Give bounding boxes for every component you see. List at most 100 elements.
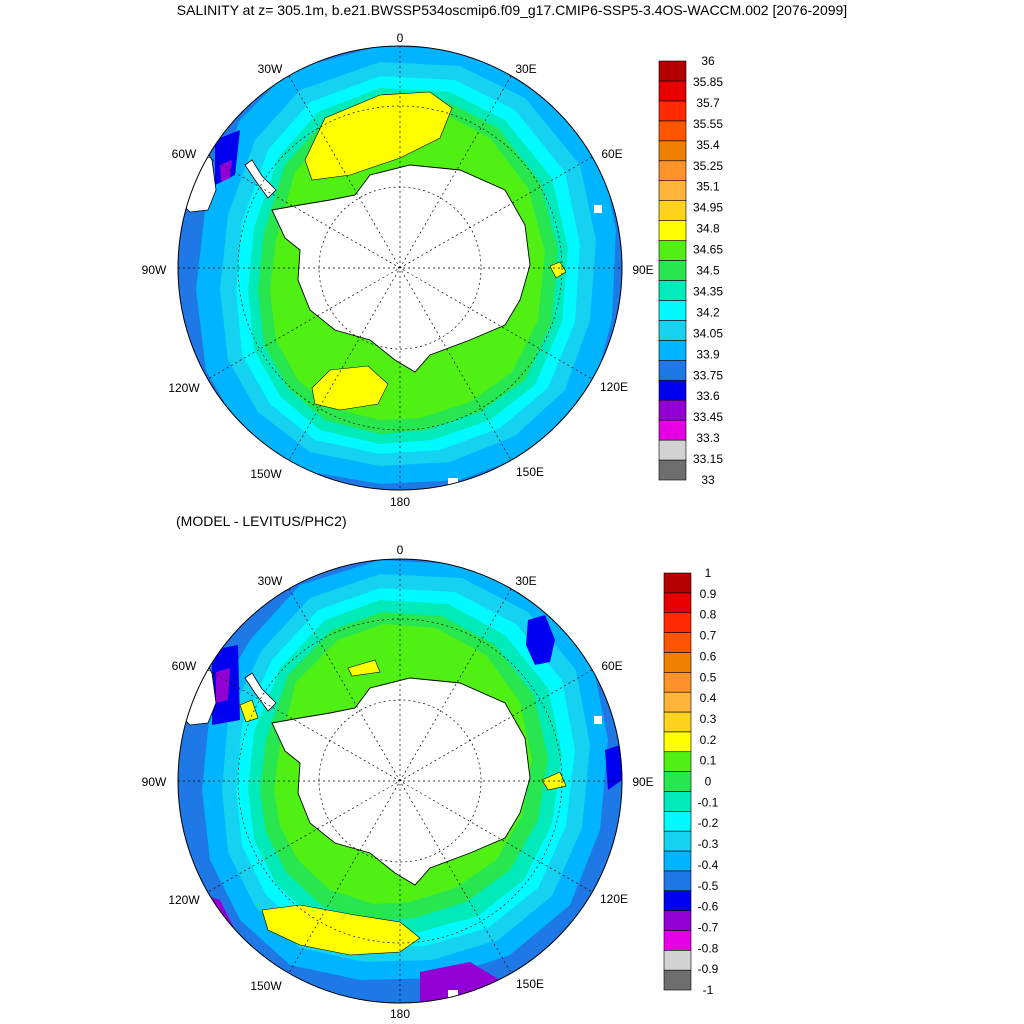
yellow-patch-weddell	[304, 91, 453, 181]
peninsula-land	[244, 159, 277, 199]
fresh-core-west	[216, 668, 230, 703]
colorbar-bin	[658, 320, 687, 341]
colorbar-label: -0.9	[698, 962, 719, 976]
colorbar-label: 0.1	[700, 754, 717, 768]
difference-colorbar: 1 0.9 0.8 0.7 0.6 0.5 0.4 0.3 0.2 0.1 0 -0.1 -0.2 -0.…	[663, 566, 719, 997]
colorbar-label: 0.2	[700, 733, 717, 747]
colorbar-label: 34.65	[693, 243, 723, 257]
difference-map-border	[177, 558, 623, 1004]
colorbar-bin	[658, 160, 687, 182]
colorbar-bin	[658, 340, 687, 361]
main-title: SALINITY at z= 305.1m, b.e21.BWSSP534osc…	[176, 2, 848, 18]
island-south	[448, 990, 458, 998]
colorbar-bin	[663, 691, 692, 713]
lon-label-0: 0	[397, 31, 404, 45]
colorbar-label: 35.1	[696, 180, 720, 194]
island-south	[448, 478, 458, 486]
colorbar-label: 0.4	[700, 691, 717, 705]
yellow-patch-weddell	[347, 659, 381, 677]
colorbar-bin	[658, 80, 687, 102]
colorbar-label: 0	[705, 775, 712, 789]
colorbar-label: 0.9	[700, 587, 717, 601]
colorbar-label: 33	[701, 473, 715, 487]
colorbar-bin	[663, 910, 692, 931]
yellow-patch-ross	[261, 904, 421, 956]
colorbar-bin	[658, 180, 687, 201]
colorbar-bin	[658, 60, 687, 82]
difference-map: 0 30E 60E 90E 120E 150E 180 150W 120W 90…	[142, 543, 719, 1021]
lon-label-90w: 90W	[142, 263, 167, 277]
colorbar-label: 35.7	[696, 96, 720, 110]
colorbar-bin	[658, 240, 687, 261]
colorbar-bin	[663, 870, 692, 892]
peninsula-land	[244, 672, 277, 712]
colorbar-bin	[658, 100, 687, 122]
colorbar-bin	[663, 731, 692, 753]
colorbar-label: 33.45	[693, 410, 723, 424]
colorbar-bin	[658, 459, 687, 481]
colorbar-label: -1	[703, 983, 714, 997]
colorbar-label: 34.05	[693, 326, 723, 340]
colorbar-bin	[663, 711, 692, 733]
colorbar-label: -0.4	[698, 858, 719, 872]
colorbar-bin	[663, 771, 692, 792]
difference-graticule	[178, 559, 622, 1003]
lon-label-0: 0	[397, 543, 404, 557]
colorbar-label: 35.55	[693, 117, 723, 131]
lon-label-90e: 90E	[632, 775, 653, 789]
colorbar-label: 34.35	[693, 284, 723, 298]
colorbar-label: 34.95	[693, 201, 723, 215]
fresh-patch-90e	[605, 745, 622, 790]
lon-label-30e: 30E	[515, 62, 536, 76]
colorbar-label: -0.8	[698, 941, 719, 955]
yellow-patch-ross	[311, 365, 389, 411]
colorbar-label: 0.6	[700, 649, 717, 663]
lon-label-90e: 90E	[632, 263, 653, 277]
colorbar-bin	[658, 220, 687, 241]
colorbar-label: -0.6	[698, 900, 719, 914]
lon-label-150w: 150W	[250, 467, 282, 481]
colorbar-bin	[658, 439, 687, 461]
colorbar-label: 33.75	[693, 368, 723, 382]
island-east	[594, 205, 602, 213]
colorbar-bin	[663, 969, 692, 991]
colorbar-bin	[663, 850, 692, 872]
colorbar-bin	[663, 572, 692, 594]
colorbar-bin	[663, 751, 692, 772]
colorbar-label: -0.1	[698, 795, 719, 809]
colorbar-label: 0.3	[700, 712, 717, 726]
lon-label-30w: 30W	[258, 62, 283, 76]
colorbar-bin	[658, 280, 687, 301]
colorbar-bin	[658, 120, 687, 142]
lon-label-150e: 150E	[516, 465, 544, 479]
lon-label-180: 180	[390, 495, 410, 509]
colorbar-label: 34.8	[696, 222, 720, 236]
fresh-core	[220, 160, 232, 182]
difference-subtitle: (MODEL - LEVITUS/PHC2)	[176, 513, 347, 529]
lon-label-30e: 30E	[515, 574, 536, 588]
colorbar-bin	[663, 890, 692, 911]
lon-label-30w: 30W	[258, 574, 283, 588]
colorbar-label: 1	[705, 566, 712, 580]
colorbar-bin	[658, 399, 687, 421]
colorbar-bin	[658, 419, 687, 441]
lon-label-60e: 60E	[601, 659, 622, 673]
colorbar-label: 34.2	[696, 305, 720, 319]
colorbar-bin	[663, 930, 692, 951]
salinity-longitude-labels: 0 30E 60E 90E 120E 150E 180 150W 120W 90…	[142, 31, 654, 509]
colorbar-bin	[663, 830, 692, 852]
yellow-patch-peninsula	[239, 699, 259, 723]
colorbar-bin	[663, 791, 692, 812]
lon-label-90w: 90W	[142, 775, 167, 789]
colorbar-bin	[663, 652, 692, 673]
lon-label-120e: 120E	[600, 380, 628, 394]
colorbar-bin	[658, 200, 687, 221]
colorbar-label: 35.85	[693, 75, 723, 89]
island-east	[594, 716, 602, 724]
lon-label-60e: 60E	[601, 147, 622, 161]
colorbar-label: 33.15	[693, 452, 723, 466]
salinity-colorbar: 36 35.85 35.7 35.55 35.4 35.25 35.1 34.95 34.8 34…	[658, 54, 723, 487]
colorbar-label: 33.9	[696, 347, 720, 361]
colorbar-label: 0.7	[700, 629, 717, 643]
